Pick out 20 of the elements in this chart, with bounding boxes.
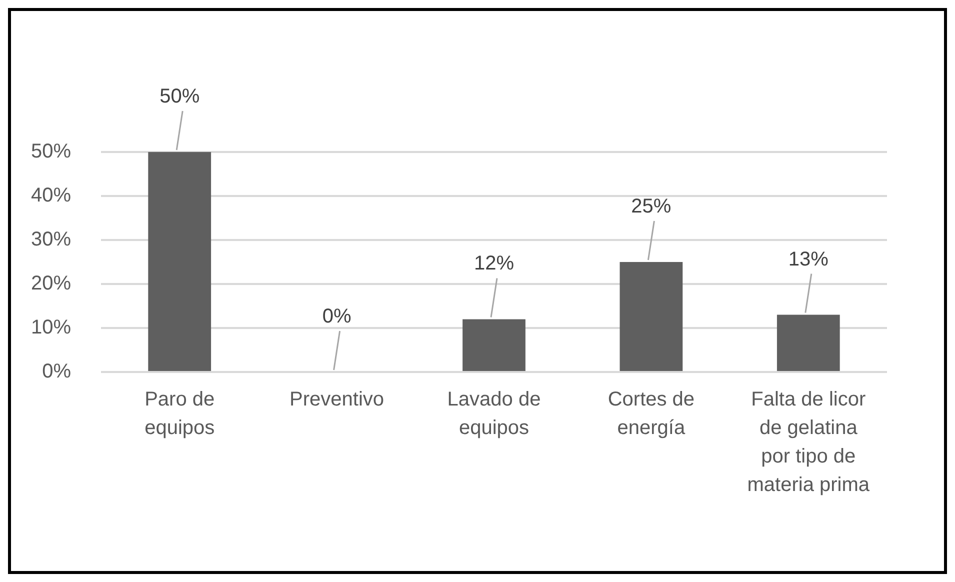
data-label: 0% [322, 306, 352, 328]
x-tick-label: Paro de equipos [144, 388, 215, 440]
y-tick-label: 0% [42, 360, 72, 383]
y-tick-label: 40% [30, 184, 72, 207]
bar [148, 152, 212, 371]
x-tick-label: Cortes de energía [608, 388, 695, 440]
data-label: 50% [160, 86, 200, 108]
bar [776, 314, 840, 371]
data-label: 13% [788, 248, 829, 270]
x-tick-label: Falta de licor de gelatina por tipo de materia prima [747, 388, 870, 496]
data-label: 25% [631, 196, 672, 218]
x-tick-label: Preventivo [290, 388, 384, 411]
x-tick-label: Lavado de equipos [447, 388, 541, 440]
bar [620, 262, 683, 371]
y-tick-label: 30% [30, 228, 72, 251]
y-tick-label: 20% [30, 272, 72, 295]
y-tick-label: 10% [30, 316, 72, 339]
data-label: 12% [474, 252, 514, 275]
y-tick-label: 50% [30, 140, 72, 163]
bar [462, 319, 526, 371]
